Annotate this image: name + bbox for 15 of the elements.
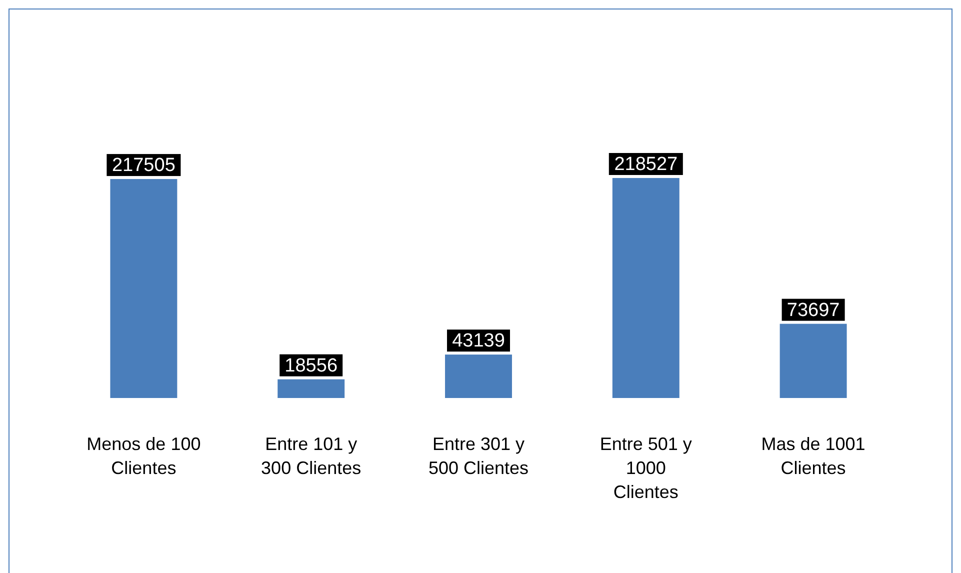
x-tick-label: Entre 501 y 1000 Clientes [600, 434, 692, 502]
bar [445, 354, 512, 398]
x-tick-label: Mas de 1001 Clientes [761, 434, 866, 478]
bar [612, 178, 680, 398]
data-label: 217505 [112, 155, 176, 176]
data-label: 218527 [614, 154, 678, 175]
bar [110, 179, 178, 398]
x-tick-label: Entre 101 y 300 Clientes [261, 434, 362, 478]
data-label: 18556 [284, 355, 338, 376]
data-label: 43139 [452, 330, 505, 352]
bar [278, 379, 345, 398]
data-label: 73697 [786, 300, 840, 321]
bar [780, 324, 847, 398]
x-tick-label: Menos de 100 Clientes [86, 434, 201, 478]
x-tick-label: Entre 301 y 500 Clientes [428, 434, 529, 478]
